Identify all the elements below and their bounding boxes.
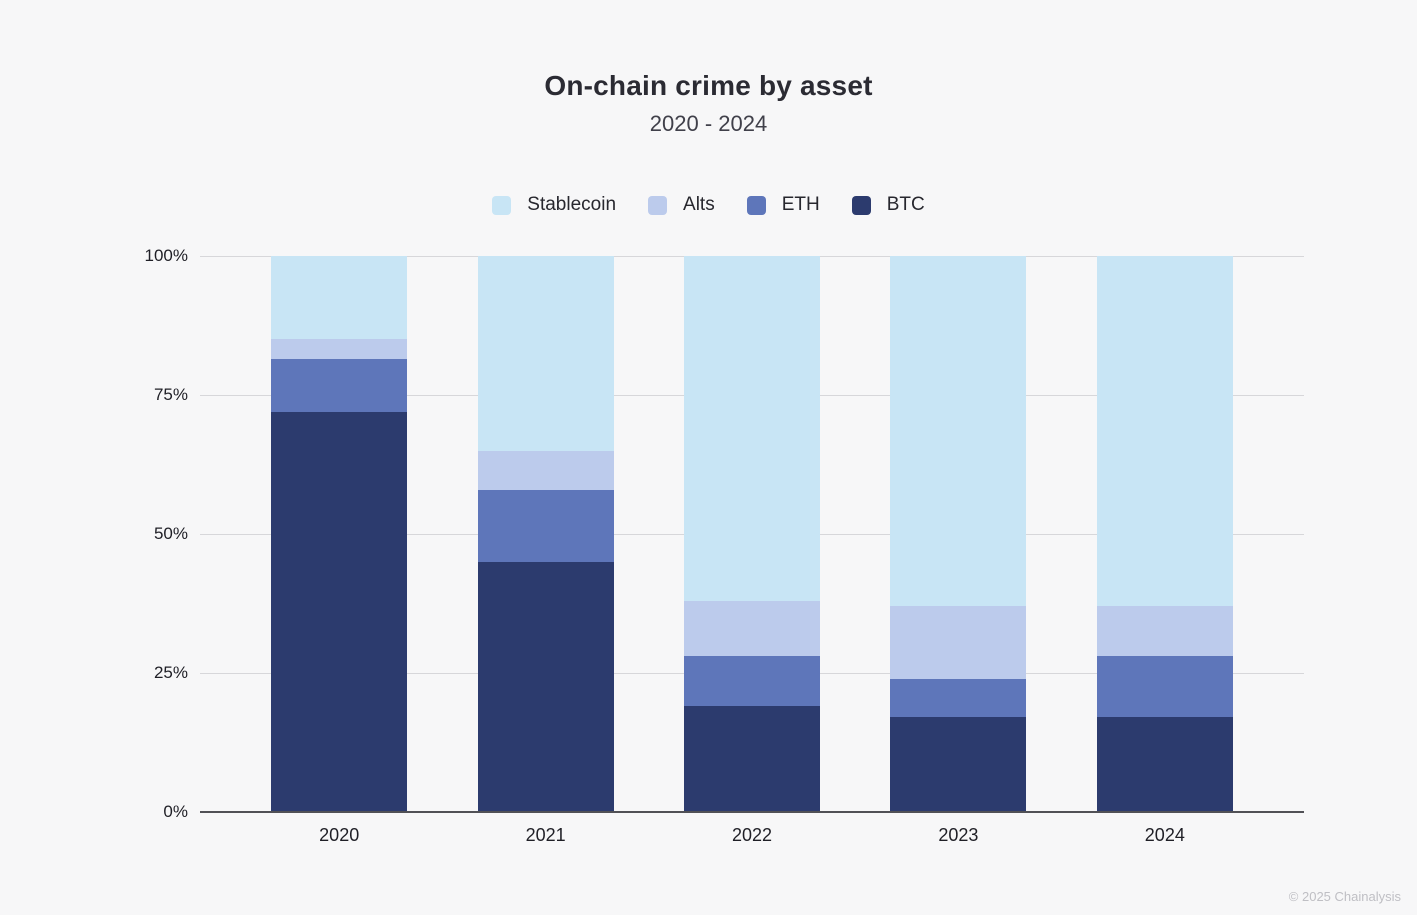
- bar-segment-stablecoin-2023: [890, 256, 1027, 607]
- stacked-bar-2020: [271, 256, 408, 812]
- stacked-bar-2023: [890, 256, 1027, 812]
- y-tick-label-25: 25%: [153, 663, 188, 682]
- bar-segment-alts-2021: [477, 450, 614, 490]
- x-tick-label-2024: 2024: [1144, 825, 1185, 845]
- chart-subtitle: 2020 - 2024: [649, 111, 768, 136]
- stacked-bar-2021: [477, 256, 614, 812]
- bar-segment-eth-2022: [684, 656, 821, 707]
- x-axis-labels: 2020 2021 2022 2023 2024: [236, 825, 1268, 846]
- bar-segment-stablecoin-2021: [477, 256, 614, 451]
- x-tick-label-2021: 2021: [525, 825, 566, 845]
- legend-item-alts: Alts: [648, 194, 715, 216]
- x-tick-label-2022: 2022: [731, 825, 773, 845]
- plot-area: 0% 25% 50% 75% 100% 2020 2021 2022 2023 2024: [145, 246, 1304, 845]
- bar-segment-alts-2020: [271, 339, 408, 359]
- copyright-text: © 2025 Chainalysis: [1288, 889, 1401, 904]
- y-tick-label-50: 50%: [153, 524, 188, 543]
- bar-band-2024: [1062, 256, 1268, 812]
- btc-swatch-icon: [851, 195, 871, 215]
- bar-segment-stablecoin-2022: [684, 256, 821, 601]
- bar-segment-eth-2024: [1096, 656, 1233, 718]
- legend-label-btc: BTC: [886, 194, 925, 215]
- bar-band-2021: [442, 256, 648, 812]
- bar-segment-alts-2022: [684, 600, 821, 657]
- bar-segment-btc-2021: [477, 561, 614, 812]
- bars: [236, 256, 1268, 812]
- bar-band-2023: [855, 256, 1061, 812]
- x-tick-label-2023: 2023: [938, 825, 979, 845]
- gridline-100: [200, 255, 1304, 257]
- bar-segment-eth-2023: [890, 678, 1027, 718]
- bar-segment-stablecoin-2020: [271, 256, 408, 340]
- alts-swatch-icon: [648, 195, 668, 215]
- legend: Stablecoin Alts ETH BTC: [0, 194, 1417, 216]
- y-tick-label-75: 75%: [153, 385, 188, 404]
- legend-item-stablecoin: Stablecoin: [492, 194, 616, 216]
- y-tick-label-0: 0%: [163, 802, 188, 821]
- eth-swatch-icon: [746, 195, 766, 215]
- stablecoin-swatch-icon: [492, 195, 512, 215]
- bar-band-2020: [236, 256, 442, 812]
- bar-segment-btc-2022: [684, 706, 821, 812]
- bar-segment-btc-2020: [271, 411, 408, 812]
- legend-label-eth: ETH: [781, 194, 820, 215]
- bar-segment-eth-2020: [271, 358, 408, 412]
- y-tick-label-100: 100%: [144, 246, 188, 265]
- bar-band-2022: [649, 256, 855, 812]
- bar-segment-btc-2023: [890, 717, 1027, 812]
- legend-label-stablecoin: Stablecoin: [527, 194, 617, 215]
- bar-segment-alts-2023: [890, 606, 1027, 679]
- chart-title: On-chain crime by asset: [544, 70, 873, 101]
- bar-segment-btc-2024: [1096, 717, 1233, 812]
- legend-item-eth: ETH: [746, 194, 820, 216]
- x-axis-baseline: [200, 811, 1304, 813]
- legend-label-alts: Alts: [683, 194, 715, 215]
- bar-segment-eth-2021: [477, 489, 614, 562]
- stacked-bar-2024: [1096, 256, 1233, 812]
- stacked-bar-2022: [684, 256, 821, 812]
- bar-segment-alts-2024: [1096, 606, 1233, 657]
- x-tick-label-2020: 2020: [319, 825, 360, 845]
- legend-item-btc: BTC: [851, 194, 925, 216]
- bar-segment-stablecoin-2024: [1096, 256, 1233, 607]
